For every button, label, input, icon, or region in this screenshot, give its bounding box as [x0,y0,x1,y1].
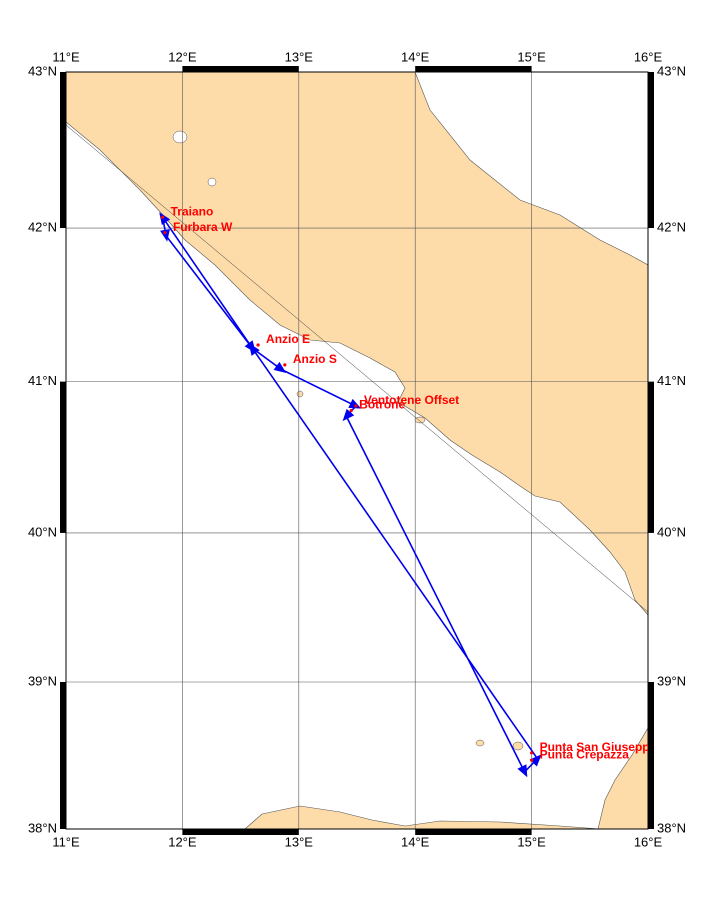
frame-band [60,72,66,229]
frame-band [182,829,299,835]
station-label: Punta Crepazza [540,747,630,761]
x-tick-label: 14°E [401,834,430,849]
track-arrow [248,343,260,356]
y-tick-label: 41°N [657,373,686,388]
track-arrow [160,228,170,242]
x-tick-label: 15°E [517,49,546,64]
island [475,739,485,747]
frame-band [648,682,654,829]
island [296,390,304,398]
sicily [244,805,601,829]
frame-band [648,72,654,229]
frame-band [415,829,532,835]
x-tick-label: 16°E [634,834,663,849]
y-tick-label: 38°N [28,820,57,835]
marks: Traiano Furbara W Anzio E Anzio S Ventotene … [159,204,650,778]
station-marker [354,404,358,408]
station-label: Punta San Giusepp [540,740,650,754]
lake [207,177,217,187]
station-marker [161,215,165,219]
frame-band [182,66,299,72]
y-tick-label: 42°N [28,219,57,234]
x-tick-label: 15°E [517,834,546,849]
x-tick-label: 11°E [52,834,80,849]
y-tick-label: 40°N [28,524,57,539]
station-label: Anzio E [266,332,310,346]
frame-band [415,66,532,72]
y-tick-label: 39°N [28,673,57,688]
x-tick-label: 16°E [634,49,663,64]
station-label: Traiano [171,204,214,218]
x-tick-label: 11°E [52,49,80,64]
track-arrow [159,212,171,225]
calabria [597,727,648,829]
y-tick-label: 40°N [657,524,686,539]
track-arrow [273,361,287,373]
x-tick-label: 12°E [168,49,197,64]
frame-band [60,682,66,829]
x-tick-label: 14°E [401,49,430,64]
station-label: Ventotene Offset [364,393,459,407]
frame-band [648,381,654,533]
y-tick-label: 38°N [657,820,686,835]
track-arrow [348,398,362,409]
track-arrow [517,764,528,778]
island [414,416,426,424]
y-tick-label: 43°N [28,63,57,78]
frame-band [60,381,66,533]
station-marker [349,408,353,413]
y-tick-label: 39°N [657,673,686,688]
mainland [66,72,648,616]
border-line [66,124,648,613]
land [66,72,648,829]
station-marker [256,343,260,347]
y-tick-label: 42°N [657,219,686,234]
station-label: Anzio S [293,352,337,366]
station-marker [530,758,534,762]
station-marker [283,363,287,367]
x-tick-label: 13°E [285,49,314,64]
track-arrow [342,408,355,422]
station-label: Botrone [359,398,405,412]
station-marker [163,231,167,235]
x-tick-label: 12°E [168,834,197,849]
track-arrow [529,754,542,767]
lake [172,130,188,144]
grid [65,71,649,830]
y-tick-label: 41°N [28,373,57,388]
x-tick-label: 13°E [285,834,314,849]
station-marker [530,751,534,755]
island [512,741,524,751]
y-tick-label: 43°N [657,63,686,78]
station-label: Furbara W [173,220,233,234]
